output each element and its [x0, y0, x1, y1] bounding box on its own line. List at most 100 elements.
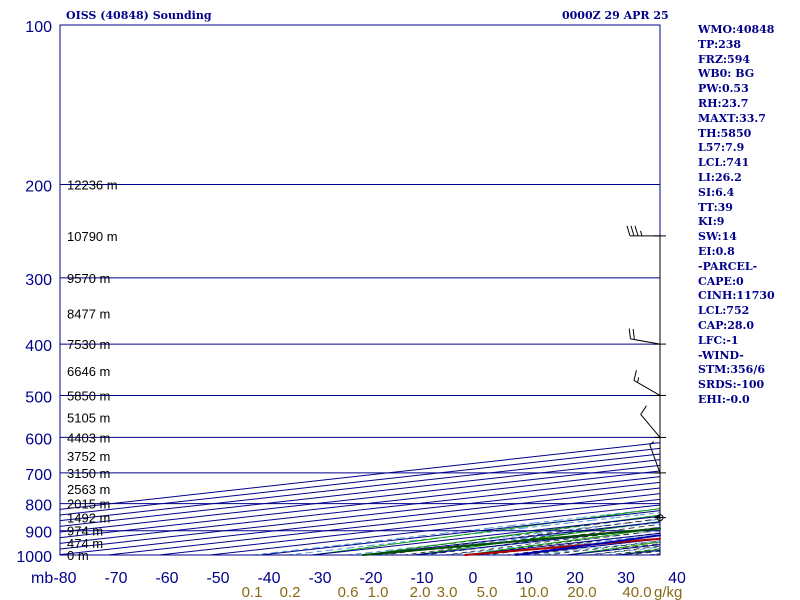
moist-adiabat-line	[442, 551, 452, 554]
dry-adiabat-line	[641, 514, 661, 519]
moist-adiabat-line	[515, 541, 525, 544]
moist-adiabat-line	[635, 547, 646, 550]
moist-adiabat-line	[620, 527, 631, 530]
mixing-ratio-line	[493, 535, 516, 539]
dry-adiabat-line	[505, 532, 525, 537]
wind-barb-shaft	[640, 414, 661, 438]
pressure-tick-label: 600	[25, 431, 52, 448]
moist-adiabat-line	[588, 540, 599, 543]
pressure-tick-label: 300	[25, 272, 52, 289]
moist-adiabat-line	[529, 545, 539, 548]
moist-adiabat-line	[574, 549, 585, 552]
mixing-ratio-line	[534, 519, 559, 524]
pressure-tick-label: 400	[25, 338, 52, 355]
height-label: 3150 m	[67, 466, 110, 481]
index-item: LCL:741	[698, 156, 750, 170]
mixing-ratio-line	[607, 537, 630, 542]
temperature-tick-label: -40	[257, 570, 280, 587]
dry-adiabat-line	[382, 542, 401, 547]
index-item: SI:6.4	[698, 185, 735, 199]
moist-adiabat-line	[524, 551, 534, 554]
mixing-ratio-line	[378, 537, 400, 542]
moist-adiabat-line	[565, 551, 575, 554]
mixing-ratio-unit-label: g/kg	[654, 584, 682, 600]
moist-adiabat-line	[566, 526, 577, 529]
moist-adiabat-line	[607, 523, 618, 526]
temperature-tick-label: 40	[668, 570, 686, 587]
mixing-ratio-line	[515, 532, 538, 537]
mixing-ratio-line	[634, 522, 658, 527]
pressure-tick-label: 800	[25, 498, 52, 515]
moist-adiabat-line	[622, 544, 633, 547]
mixing-ratio-line	[558, 517, 582, 521]
index-item: CINH:11730	[698, 289, 775, 303]
temperature-tick-label: -80	[53, 570, 76, 587]
moist-adiabat-line	[555, 539, 565, 542]
moist-adiabat-line	[653, 543, 661, 545]
pressure-tick-label: 200	[25, 179, 52, 196]
dry-adiabat-line	[612, 511, 634, 516]
mixing-ratio-line	[575, 547, 597, 551]
dry-adiabat-line	[617, 545, 635, 549]
isotherm-line	[158, 498, 661, 556]
moist-adiabat-line	[529, 534, 540, 537]
dry-adiabat-line	[432, 542, 451, 547]
dry-adiabat-line	[651, 541, 661, 544]
mixing-ratio-line	[631, 547, 652, 551]
mixing-ratio-line	[421, 532, 444, 537]
dry-adiabat-line	[600, 547, 618, 551]
moist-adiabat-line	[576, 525, 587, 528]
indices-list: WMO:40848 TP:238 FRZ:594 WB0: BG PW:0.53 RH:2…	[698, 23, 775, 408]
moist-adiabat-line	[613, 545, 624, 548]
height-label: 1492 m	[67, 511, 110, 526]
dry-adiabat-line	[448, 547, 466, 551]
moist-adiabat-line	[616, 549, 626, 552]
dry-adiabat-line	[604, 532, 624, 537]
mixing-ratio-label: 20.0	[567, 584, 596, 600]
height-label: 6646 m	[67, 364, 110, 379]
moist-adiabat-line	[563, 548, 574, 551]
moist-adiabat-line	[519, 546, 530, 549]
isotherm-line	[566, 544, 661, 556]
mixing-ratio-line	[468, 549, 489, 554]
dry-adiabat-line	[364, 545, 383, 549]
wind-barb-shaft	[633, 380, 661, 396]
moist-adiabat-line	[527, 531, 538, 534]
moist-adiabat-line	[457, 546, 467, 549]
mixing-ratio-line	[480, 540, 503, 544]
temperature-tick-label: 0	[469, 570, 478, 587]
wind-barb-shaft	[649, 444, 661, 474]
moist-adiabat-line	[630, 526, 641, 529]
index-item: SW:14	[698, 230, 737, 244]
moist-adiabat-line	[514, 552, 525, 555]
moist-adiabat-line	[545, 540, 556, 543]
parcel-line	[515, 534, 661, 556]
mixing-ratio-line	[314, 545, 336, 549]
moist-adiabat-line	[627, 521, 638, 524]
moist-adiabat-line	[522, 537, 532, 540]
temperature-tick-label: 10	[515, 570, 533, 587]
moist-adiabat-line	[578, 541, 589, 544]
moist-adiabat-line	[453, 552, 463, 555]
dewpoint-segment	[362, 536, 567, 556]
mixing-ratio-line	[616, 542, 638, 547]
dry-adiabat-line	[400, 540, 419, 544]
isotherm-line	[311, 515, 661, 556]
moist-adiabat-line	[524, 540, 535, 543]
moist-adiabat-line	[439, 548, 449, 551]
moist-adiabat-line	[597, 525, 608, 528]
temperature-tick-label: 30	[617, 570, 635, 587]
moist-adiabat-line	[595, 536, 606, 539]
dry-adiabat-line	[633, 508, 655, 513]
index-item: LFC:-1	[698, 333, 739, 347]
moist-adiabat-line	[577, 527, 588, 530]
mixing-ratio-label: 1.0	[368, 584, 389, 600]
mixing-ratio-line	[488, 547, 510, 551]
isotherm-line	[59, 459, 661, 527]
temperature-tick-label: -70	[104, 570, 127, 587]
moist-adiabat-line	[634, 545, 645, 548]
wind-barb-half-feather	[649, 441, 655, 446]
index-item: LI:26.2	[698, 170, 742, 184]
index-item: CAP:28.0	[698, 318, 755, 332]
